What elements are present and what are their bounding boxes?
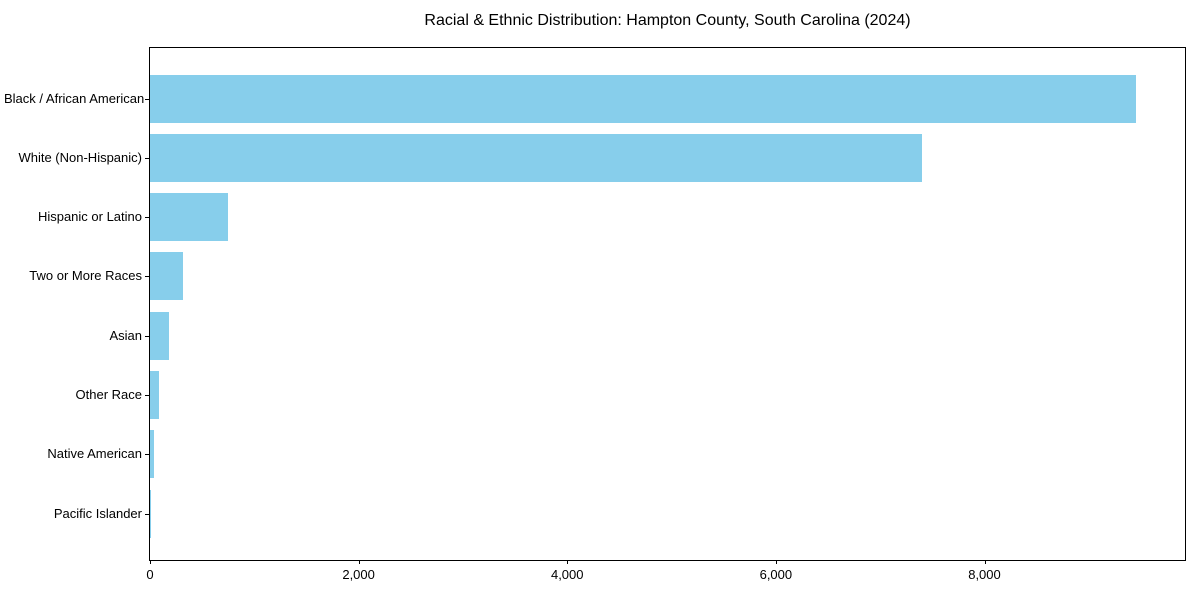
y-tick-mark <box>145 276 149 278</box>
bar-asian <box>150 311 169 360</box>
y-tick-mark <box>145 157 149 159</box>
bar-two-or-more-races <box>150 252 184 301</box>
chart-title: Racial & Ethnic Distribution: Hampton Co… <box>424 12 911 29</box>
x-tick-label: 4,000 <box>550 567 584 582</box>
x-tick-mark <box>775 560 777 564</box>
bar-other-race <box>150 370 160 419</box>
x-tick-label: 0 <box>146 567 154 582</box>
y-tick-label: Asian <box>109 327 142 343</box>
plot-area: Black / African American White (Non-Hispa… <box>4 47 1186 582</box>
bar-pacific-islander <box>150 489 151 538</box>
y-tick-mark <box>145 394 149 396</box>
y-tick-label: Hispanic or Latino <box>37 209 142 225</box>
y-tick-label: White (Non-Hispanic) <box>18 149 142 165</box>
y-tick-label: Native American <box>47 446 142 462</box>
bar-black-african-american <box>150 74 1136 123</box>
y-tick-mark <box>145 217 149 219</box>
bar-native-american <box>150 430 155 479</box>
y-tick-label: Other Race <box>75 386 142 402</box>
y-tick-label: Pacific Islander <box>53 505 142 521</box>
y-tick-label: Two or More Races <box>29 268 142 284</box>
x-tick-mark <box>567 560 569 564</box>
y-tick-mark <box>145 513 149 515</box>
x-tick-label: 6,000 <box>759 567 793 582</box>
x-tick-mark <box>358 560 360 564</box>
x-tick-label: 8,000 <box>968 567 1001 582</box>
bar-white-non-hispanic <box>150 133 922 182</box>
y-tick-mark <box>145 454 149 456</box>
y-tick-mark <box>145 335 149 337</box>
x-tick-label: 2,000 <box>342 567 375 582</box>
y-tick-mark <box>145 98 149 100</box>
y-tick-label: Black / African American <box>4 90 145 106</box>
x-tick-mark <box>984 560 986 564</box>
x-tick-mark <box>150 560 151 564</box>
bar-hispanic-or-latino <box>150 193 229 242</box>
